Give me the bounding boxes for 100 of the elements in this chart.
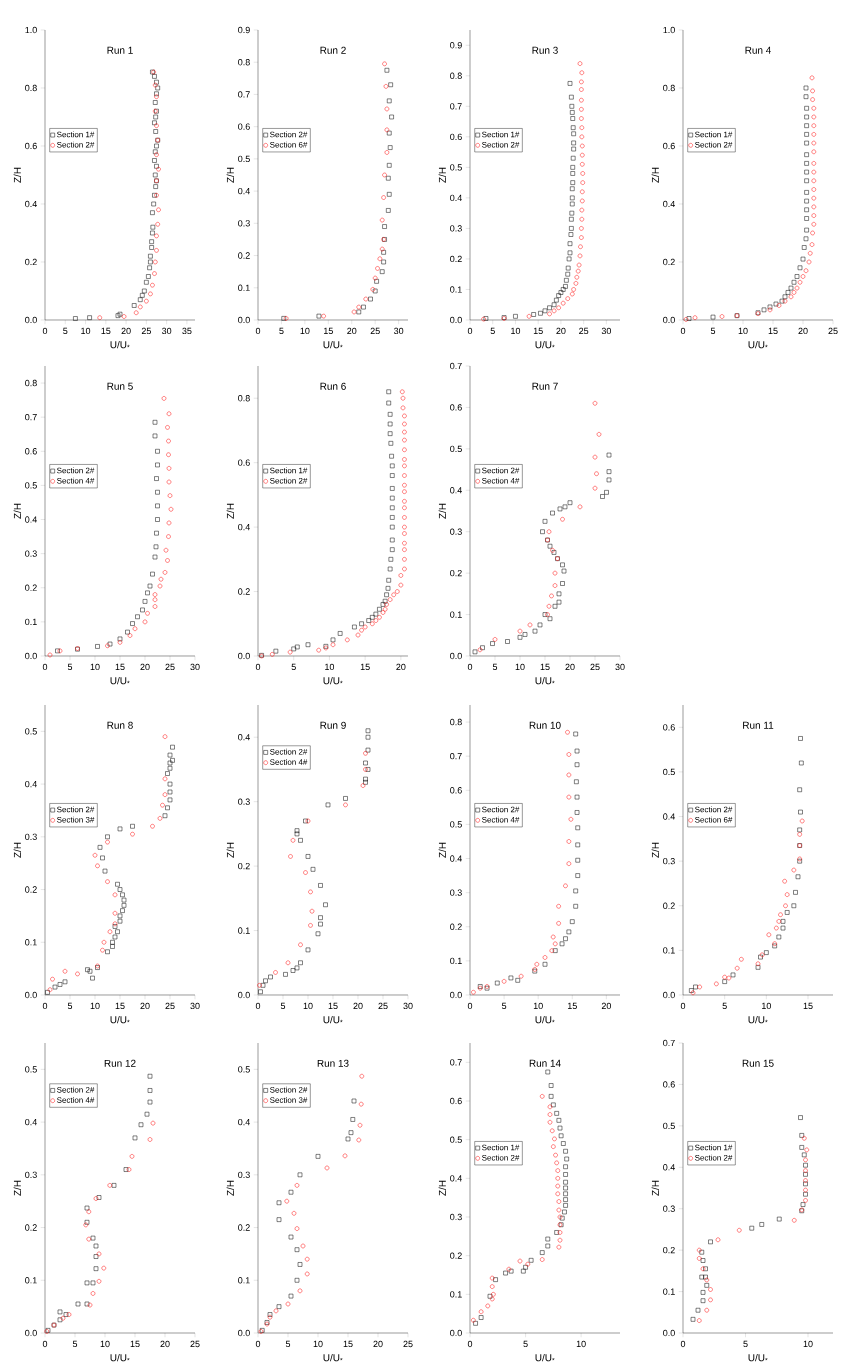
x-tick-label: 5 — [490, 327, 495, 335]
point — [356, 309, 362, 315]
point — [152, 433, 158, 439]
point — [811, 178, 817, 184]
point — [290, 968, 296, 973]
point — [125, 629, 130, 635]
point — [568, 817, 574, 822]
point — [383, 84, 389, 89]
x-axis-title: U/U$_{*}$ — [748, 340, 768, 349]
point — [165, 771, 170, 776]
point — [540, 529, 545, 534]
y-axis-title: Z/H — [438, 167, 446, 183]
y-tick-label: 0.8 — [238, 395, 250, 402]
point — [804, 190, 809, 195]
point — [575, 873, 580, 878]
point — [148, 253, 153, 259]
y-tick-label: 0.5 — [450, 821, 462, 828]
x-tick-label: 10 — [576, 1340, 586, 1348]
point — [365, 728, 371, 734]
point — [147, 1099, 153, 1105]
point — [811, 213, 817, 218]
y-tick-label: 0.4 — [25, 200, 37, 208]
point — [803, 1168, 808, 1173]
point — [283, 972, 288, 977]
point — [167, 493, 173, 498]
point — [294, 965, 300, 971]
point — [804, 169, 809, 175]
point — [112, 934, 118, 940]
x-tick-label: 0 — [680, 327, 686, 335]
point — [105, 879, 110, 884]
y-tick-label: 0.5 — [25, 482, 37, 489]
point — [84, 1280, 90, 1286]
point — [377, 256, 383, 262]
point — [153, 129, 158, 134]
point — [570, 110, 575, 115]
point — [345, 637, 350, 643]
point — [545, 1236, 551, 1242]
point — [387, 597, 393, 602]
point — [803, 236, 809, 242]
x-tick-label: 10 — [303, 1002, 313, 1010]
point — [692, 315, 698, 320]
point — [803, 1191, 808, 1197]
y-tick-label: 0.6 — [25, 142, 37, 150]
x-tick-label: 15 — [803, 1002, 813, 1010]
point — [515, 978, 520, 983]
point — [547, 1112, 553, 1117]
point — [273, 648, 279, 654]
point — [388, 441, 394, 446]
point — [804, 114, 809, 120]
point — [570, 291, 575, 297]
point — [552, 570, 558, 576]
point — [556, 921, 561, 926]
point — [154, 233, 159, 239]
point — [288, 1234, 294, 1240]
y-tick-label: 0.7 — [663, 1039, 675, 1047]
point — [554, 1111, 559, 1116]
x-tick-label: 0 — [467, 1002, 473, 1010]
point — [398, 582, 404, 588]
point — [166, 438, 171, 444]
point — [402, 463, 407, 469]
point — [518, 973, 524, 979]
point — [315, 1154, 321, 1159]
point — [472, 649, 478, 655]
point — [573, 281, 579, 286]
y-tick-label: 0.1 — [450, 611, 462, 618]
point — [132, 626, 138, 631]
point — [153, 114, 158, 120]
point — [150, 224, 156, 230]
point — [379, 217, 385, 223]
x-tick-label: 15 — [343, 1340, 353, 1348]
point — [579, 125, 585, 130]
x-tick-label: 0 — [680, 1340, 686, 1348]
x-tick-label: 25 — [403, 1340, 413, 1348]
point — [579, 207, 585, 213]
point — [359, 627, 364, 633]
x-tick-label: 5 — [743, 1340, 748, 1348]
point — [560, 562, 565, 568]
point — [402, 413, 407, 419]
point — [542, 519, 548, 524]
point — [402, 540, 407, 546]
y-tick-label: 0.1 — [450, 286, 462, 293]
point — [305, 642, 311, 647]
point — [395, 589, 400, 594]
x-axis-title: U/U$_{*}$ — [535, 1353, 555, 1362]
point — [517, 628, 523, 634]
point — [290, 838, 296, 843]
point — [400, 395, 406, 401]
point — [567, 241, 573, 246]
point — [402, 473, 407, 478]
y-tick-label: 0.7 — [238, 91, 250, 98]
point — [142, 599, 148, 604]
x-tick-label: 0 — [42, 327, 48, 335]
y-tick-label: 0.2 — [25, 258, 37, 266]
point — [804, 123, 809, 128]
point — [150, 1120, 156, 1126]
x-tick-label: 5 — [523, 1340, 528, 1348]
y-axis-title: Z/H — [438, 1180, 446, 1196]
point — [165, 425, 170, 430]
point — [162, 776, 168, 782]
point — [107, 1183, 113, 1188]
